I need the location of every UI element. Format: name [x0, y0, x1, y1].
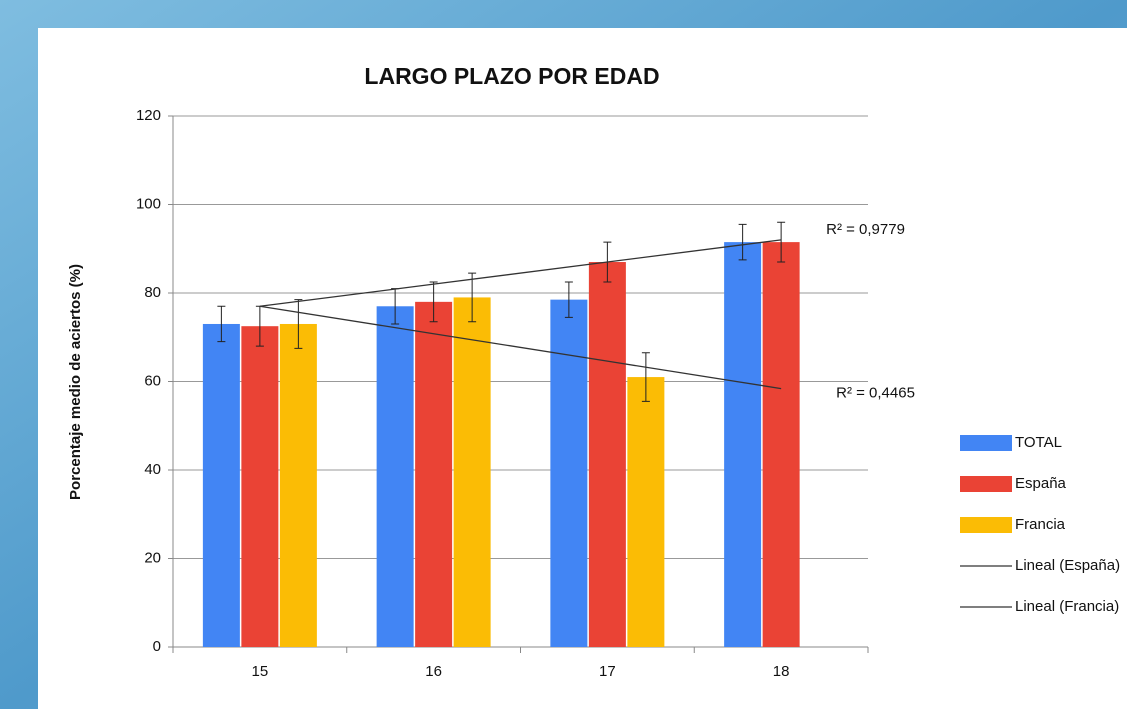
legend-label: España — [1015, 475, 1067, 492]
bar — [202, 323, 240, 647]
y-tick-label: 100 — [136, 195, 161, 212]
legend-label: Lineal (España) — [1015, 557, 1120, 574]
legend-swatch — [960, 476, 1012, 492]
x-tick-label: 17 — [599, 663, 616, 680]
legend-label: TOTAL — [1015, 434, 1062, 451]
error-bar — [217, 305, 226, 343]
error-bar — [738, 223, 747, 261]
y-tick-label: 0 — [153, 638, 161, 655]
bar — [415, 301, 453, 647]
error-bar — [294, 299, 303, 349]
y-tick-label: 60 — [144, 372, 161, 389]
bar — [762, 242, 800, 648]
r2-label: R² = 0,4465 — [836, 385, 915, 402]
bar — [453, 297, 491, 647]
error-bar — [641, 352, 650, 402]
y-tick-label: 80 — [144, 284, 161, 301]
bar — [550, 299, 588, 647]
trendline — [259, 305, 782, 390]
bar — [588, 262, 626, 647]
y-tick-label: 20 — [144, 549, 161, 566]
error-bar — [564, 281, 573, 318]
y-tick-label: 40 — [144, 461, 161, 478]
legend-swatch — [960, 435, 1012, 451]
bar — [724, 242, 762, 648]
y-tick-label: 120 — [136, 107, 161, 124]
bar — [241, 326, 279, 647]
x-tick-label: 18 — [773, 663, 790, 680]
y-axis-title: Porcentaje medio de aciertos (%) — [67, 264, 84, 500]
x-tick-label: 16 — [425, 663, 442, 680]
chart-title: LARGO PLAZO POR EDAD — [364, 63, 659, 89]
r2-label: R² = 0,9779 — [826, 221, 905, 238]
trendline — [259, 239, 782, 307]
x-tick-label: 15 — [252, 663, 269, 680]
legend-label: Francia — [1015, 516, 1066, 533]
bar — [627, 377, 665, 647]
legend-label: Lineal (Francia) — [1015, 598, 1119, 615]
bar — [279, 323, 317, 647]
legend-swatch — [960, 517, 1012, 533]
error-bar — [777, 221, 786, 263]
error-bar — [468, 272, 477, 323]
bar — [376, 306, 414, 647]
error-bar — [429, 281, 438, 323]
